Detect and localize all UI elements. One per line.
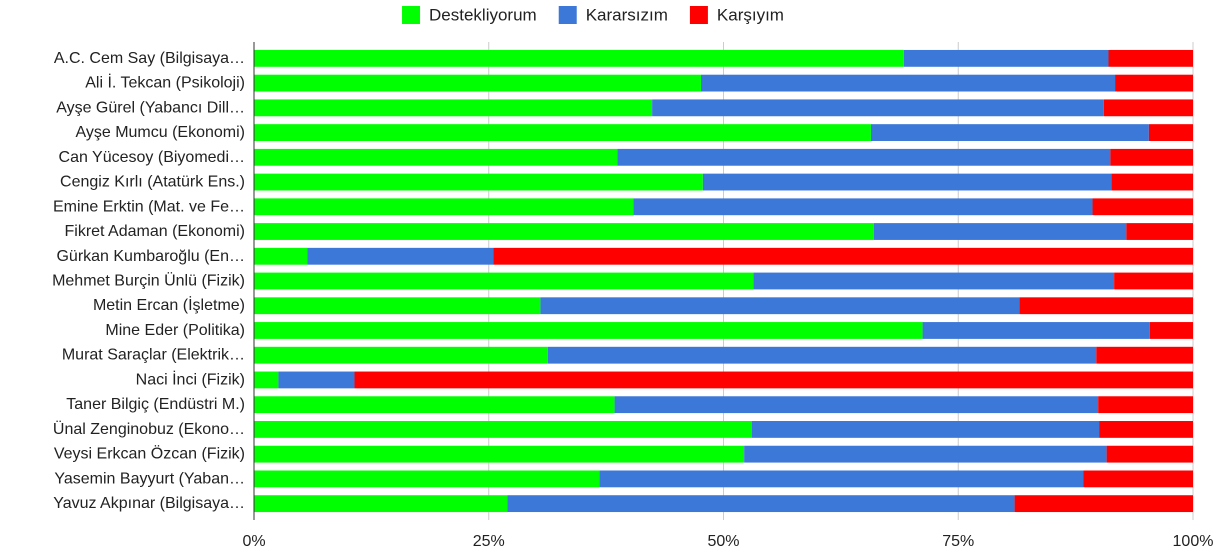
category-label: Ünal Zenginobuz (Ekono… (53, 420, 245, 438)
bar-destekliyorum-16[interactable] (254, 421, 752, 438)
category-label: Taner Bilgiç (Endüstri M.) (66, 396, 245, 413)
bar-karsiyim-5[interactable] (1110, 148, 1193, 166)
bar-destekliyorum-2[interactable] (254, 74, 701, 92)
legend-swatch-karsiyim[interactable] (689, 6, 708, 24)
bar-karsiyim-9[interactable] (493, 247, 1193, 265)
bar-karsiyim-12[interactable] (1149, 322, 1193, 339)
bar-destekliyorum-17[interactable] (254, 445, 745, 463)
category-label: Fikret Adaman (Ekonomi) (64, 223, 245, 240)
bar-kararsizim-10[interactable] (753, 272, 1115, 290)
bar-kararsizim-15[interactable] (614, 396, 1099, 414)
legend-label-kararsizim[interactable]: Kararsızım (586, 6, 668, 25)
legend: Destekliyorum Kararsızım Karşıyım (402, 6, 784, 25)
category-label: A.C. Cem Say (Bilgisaya… (54, 50, 245, 67)
bar-kararsizim-11[interactable] (540, 297, 1020, 315)
bar-destekliyorum-7[interactable] (254, 198, 634, 216)
bar-destekliyorum-13[interactable] (254, 346, 548, 364)
bar-destekliyorum-11[interactable] (254, 297, 541, 315)
x-tick-label: 50% (707, 533, 739, 550)
bar-destekliyorum-14[interactable] (254, 371, 279, 389)
category-label: Ayşe Gürel (Yabancı Dill… (56, 99, 245, 116)
category-label: Metin Ercan (İşletme) (93, 295, 245, 314)
bar-karsiyim-15[interactable] (1098, 396, 1193, 414)
category-label: Veysi Erkcan Özcan (Fizik) (54, 445, 245, 463)
bar-kararsizim-5[interactable] (617, 148, 1111, 166)
category-label: Cengiz Kırlı (Atatürk Ens.) (60, 174, 245, 191)
bar-destekliyorum-9[interactable] (254, 247, 308, 265)
category-label: Can Yücesoy (Biyomedi… (59, 149, 245, 166)
legend-label-destekliyorum[interactable]: Destekliyorum (429, 6, 537, 25)
bar-kararsizim-14[interactable] (278, 371, 355, 389)
bar-karsiyim-3[interactable] (1103, 99, 1193, 117)
bar-karsiyim-18[interactable] (1083, 470, 1193, 488)
bar-karsiyim-8[interactable] (1126, 223, 1193, 240)
bar-destekliyorum-12[interactable] (254, 322, 923, 339)
category-label: Ayşe Mumcu (Ekonomi) (75, 124, 245, 141)
x-tick-label: 0% (242, 533, 265, 550)
bar-karsiyim-2[interactable] (1115, 74, 1193, 92)
category-label: Yavuz Akpınar (Bilgisaya… (53, 495, 245, 512)
bar-kararsizim-3[interactable] (652, 99, 1104, 117)
x-tick-label: 75% (942, 533, 974, 550)
bar-karsiyim-11[interactable] (1019, 297, 1193, 315)
bar-destekliyorum-6[interactable] (254, 173, 703, 191)
bar-kararsizim-19[interactable] (507, 495, 1015, 513)
bar-kararsizim-17[interactable] (744, 445, 1107, 463)
bar-destekliyorum-19[interactable] (254, 495, 508, 513)
bar-destekliyorum-10[interactable] (254, 272, 754, 290)
bar-destekliyorum-1[interactable] (254, 49, 904, 67)
legend-swatch-destekliyorum[interactable] (402, 6, 421, 24)
bar-kararsizim-18[interactable] (599, 470, 1084, 488)
bar-kararsizim-13[interactable] (547, 346, 1097, 364)
y-axis-labels: A.C. Cem Say (Bilgisaya… Ali İ. Tekcan (P… (52, 50, 245, 512)
bar-karsiyim-13[interactable] (1096, 346, 1193, 364)
x-axis-labels: 0% 25% 50% 75% 100% (242, 533, 1213, 550)
category-label: Murat Saraçlar (Elektrik… (62, 347, 245, 364)
bar-kararsizim-2[interactable] (700, 74, 1116, 92)
x-tick-label: 25% (473, 533, 505, 550)
bar-karsiyim-10[interactable] (1114, 272, 1193, 290)
category-label: Mehmet Burçin Ünlü (Fizik) (52, 272, 245, 290)
bar-destekliyorum-3[interactable] (254, 99, 653, 117)
bar-kararsizim-6[interactable] (702, 173, 1112, 191)
bar-destekliyorum-4[interactable] (254, 124, 871, 141)
category-label: Gürkan Kumbaroğlu (En… (56, 248, 245, 265)
bar-kararsizim-1[interactable] (903, 49, 1109, 67)
bar-karsiyim-1[interactable] (1108, 49, 1193, 67)
bar-destekliyorum-15[interactable] (254, 396, 615, 414)
bar-destekliyorum-5[interactable] (254, 148, 618, 166)
bar-destekliyorum-8[interactable] (254, 223, 874, 240)
x-tick-label: 100% (1173, 533, 1214, 550)
bar-karsiyim-4[interactable] (1148, 124, 1193, 141)
bar-kararsizim-12[interactable] (922, 322, 1150, 339)
category-label: Mine Eder (Politika) (105, 322, 245, 339)
bar-karsiyim-6[interactable] (1111, 173, 1193, 191)
category-label: Naci İnci (Fizik) (136, 369, 245, 388)
bar-kararsizim-9[interactable] (307, 247, 494, 265)
category-label: Ali İ. Tekcan (Psikoloji) (85, 73, 245, 92)
bar-karsiyim-16[interactable] (1099, 421, 1193, 438)
category-label: Yasemin Bayyurt (Yaban… (54, 470, 245, 487)
bar-kararsizim-4[interactable] (870, 124, 1149, 141)
bar-kararsizim-7[interactable] (633, 198, 1093, 216)
bar-karsiyim-19[interactable] (1014, 495, 1193, 513)
legend-swatch-kararsizim[interactable] (558, 6, 577, 24)
bar-kararsizim-16[interactable] (751, 421, 1100, 438)
bar-karsiyim-7[interactable] (1092, 198, 1193, 216)
bar-destekliyorum-18[interactable] (254, 470, 600, 488)
category-label: Emine Erktin (Mat. ve Fe… (53, 198, 245, 215)
bar-kararsizim-8[interactable] (873, 223, 1127, 240)
legend-label-karsiyim[interactable]: Karşıyım (717, 6, 784, 25)
bar-karsiyim-14[interactable] (354, 371, 1193, 389)
bar-karsiyim-17[interactable] (1106, 445, 1193, 463)
bars (254, 49, 1193, 513)
